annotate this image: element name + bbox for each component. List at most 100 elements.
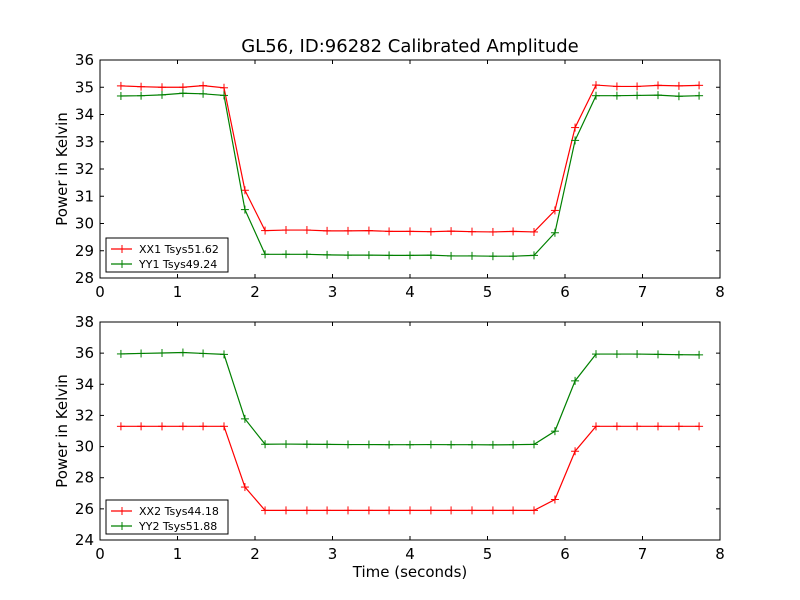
series-point-0-1-20 — [530, 251, 538, 260]
x-tick-label-0-7: 7 — [638, 283, 648, 301]
x-tick-label-0-4: 4 — [405, 283, 415, 301]
series-point-0-0-19 — [509, 227, 518, 236]
x-tick-label-1-6: 6 — [560, 545, 570, 563]
series-point-1-1-28 — [695, 350, 704, 359]
series-point-1-0-22 — [571, 447, 580, 456]
series-point-0-1-16 — [447, 251, 456, 260]
series-point-1-0-2 — [158, 422, 166, 431]
series-point-1-0-4 — [199, 422, 208, 431]
series-point-1-1-10 — [323, 440, 332, 449]
series-point-0-1-13 — [385, 251, 394, 260]
y-tick-label-0-6: 34 — [75, 106, 94, 124]
x-tick-label-1-1: 1 — [173, 545, 183, 563]
x-axis-label-1: Time (seconds) — [352, 563, 468, 581]
series-point-0-1-14 — [406, 251, 414, 260]
series-point-1-0-9 — [302, 506, 311, 515]
series-point-1-1-18 — [488, 440, 497, 449]
series-point-1-0-26 — [654, 422, 662, 431]
series-point-1-1-13 — [385, 440, 394, 449]
series-point-1-1-17 — [468, 440, 476, 449]
series-point-0-0-22 — [571, 123, 580, 132]
y-tick-label-0-5: 33 — [75, 133, 94, 151]
series-point-0-1-27 — [674, 92, 683, 101]
x-tick-label-1-2: 2 — [250, 545, 260, 563]
series-point-0-1-10 — [323, 250, 332, 259]
x-tick-label-1-4: 4 — [405, 545, 415, 563]
series-point-1-1-9 — [302, 440, 311, 449]
series-point-1-0-27 — [674, 422, 683, 431]
y-tick-label-1-4: 32 — [75, 406, 94, 424]
legend-item-0-1: YY1 Tsys49.24 — [111, 258, 217, 271]
series-point-1-1-16 — [447, 440, 456, 449]
legend-label-1-1: YY2 Tsys51.88 — [138, 520, 217, 533]
series-point-1-0-8 — [282, 506, 290, 515]
series-point-1-1-8 — [282, 440, 290, 449]
x-tick-label-0-3: 3 — [328, 283, 338, 301]
series-point-0-1-19 — [509, 252, 518, 261]
series-point-0-0-6 — [240, 186, 249, 195]
series-point-1-0-14 — [406, 506, 414, 515]
series-point-0-0-11 — [344, 226, 352, 235]
series-point-1-1-26 — [654, 350, 662, 359]
series-point-0-0-10 — [323, 226, 332, 235]
legend-item-0-0: XX1 Tsys51.62 — [111, 243, 219, 256]
x-tick-label-1-5: 5 — [483, 545, 493, 563]
series-point-0-0-0 — [116, 81, 125, 90]
y-axis-label-0: Power in Kelvin — [53, 112, 71, 226]
series-point-0-1-23 — [592, 91, 600, 100]
series-point-1-0-23 — [592, 422, 600, 431]
y-tick-label-1-3: 30 — [75, 438, 94, 456]
x-tick-label-0-2: 2 — [250, 283, 260, 301]
x-tick-label-1-0: 0 — [95, 545, 105, 563]
x-tick-label-0-1: 1 — [173, 283, 183, 301]
series-point-0-0-7 — [261, 226, 270, 235]
x-tick-label-1-3: 3 — [328, 545, 338, 563]
series-point-0-0-1 — [137, 82, 146, 91]
series-point-0-0-18 — [488, 227, 497, 236]
series-point-1-0-3 — [178, 422, 187, 431]
series-point-1-0-12 — [364, 506, 373, 515]
series-point-1-1-1 — [137, 349, 146, 358]
series-point-0-0-27 — [674, 81, 683, 90]
series-point-0-0-14 — [406, 227, 414, 236]
series-point-0-0-21 — [550, 206, 559, 215]
series-point-0-1-6 — [240, 205, 249, 214]
series-point-0-0-2 — [158, 83, 166, 92]
series-point-1-0-7 — [261, 506, 270, 515]
series-point-0-1-26 — [654, 91, 662, 100]
y-tick-label-1-7: 38 — [75, 313, 94, 331]
series-point-0-1-5 — [220, 91, 228, 100]
x-tick-label-0-8: 8 — [715, 283, 725, 301]
series-point-0-1-2 — [158, 90, 166, 99]
series-point-1-0-11 — [344, 506, 352, 515]
series-point-0-0-28 — [695, 81, 704, 90]
series-point-1-0-18 — [488, 506, 497, 515]
series-point-0-0-20 — [530, 227, 538, 236]
y-tick-label-0-7: 35 — [75, 78, 94, 96]
series-point-1-0-16 — [447, 506, 456, 515]
y-tick-label-0-2: 30 — [75, 215, 94, 233]
series-point-1-0-28 — [695, 422, 704, 431]
y-tick-label-0-0: 28 — [75, 269, 94, 287]
series-point-1-0-15 — [426, 506, 435, 515]
x-tick-label-1-8: 8 — [715, 545, 725, 563]
series-point-0-1-12 — [364, 251, 373, 260]
series-point-1-1-11 — [344, 440, 352, 449]
series-point-1-0-17 — [468, 506, 476, 515]
series-point-1-1-24 — [612, 350, 621, 359]
legend-box-0 — [105, 237, 229, 273]
series-point-0-0-24 — [612, 82, 621, 91]
series-point-1-1-20 — [530, 440, 538, 449]
series-point-0-0-17 — [468, 227, 476, 236]
series-point-0-0-26 — [654, 81, 662, 90]
series-point-1-0-19 — [509, 506, 518, 515]
y-tick-label-0-3: 31 — [75, 187, 94, 205]
y-tick-label-0-8: 36 — [75, 51, 94, 69]
series-point-0-1-22 — [571, 136, 580, 145]
series-point-1-0-10 — [323, 506, 332, 515]
y-tick-label-1-2: 28 — [75, 469, 94, 487]
series-point-0-1-28 — [695, 91, 704, 100]
